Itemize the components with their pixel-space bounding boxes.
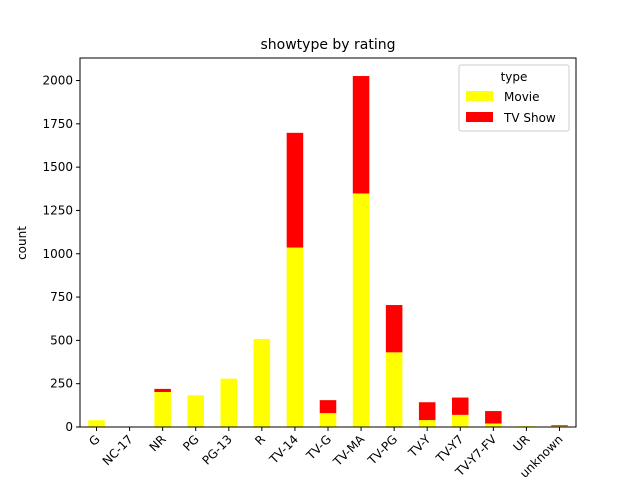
bar-tv-14-tv-show xyxy=(286,132,304,248)
bar-tv-g-tv-show xyxy=(319,400,337,414)
legend-swatch-movie xyxy=(466,91,493,101)
bar-tv-y-tv-show xyxy=(418,402,436,421)
bar-tv-g-movie xyxy=(319,413,337,427)
legend-title: type xyxy=(501,70,528,84)
bar-r-movie xyxy=(253,338,271,427)
y-axis: 0 250 500 750 1000 1250 1500 1750 2000 xyxy=(42,74,80,434)
x-tick-label: TV-Y xyxy=(405,432,434,461)
bar-pg-movie xyxy=(187,395,204,427)
y-tick-label: 1000 xyxy=(42,247,73,261)
y-tick-label: 0 xyxy=(65,420,73,434)
y-tick-label: 500 xyxy=(50,333,73,347)
y-tick-label: 1250 xyxy=(42,203,73,217)
x-tick-label: NC-17 xyxy=(100,432,136,468)
bar-nr-tv-show xyxy=(154,388,171,393)
y-tick-label: 1500 xyxy=(42,160,73,174)
y-tick-label: 750 xyxy=(50,290,73,304)
y-tick-label: 2000 xyxy=(42,74,73,88)
chart-title: showtype by rating xyxy=(260,37,395,53)
bar-tv-y-movie xyxy=(418,420,436,427)
legend-label-movie: Movie xyxy=(504,90,540,104)
bar-tv-y7-fv-tv-show xyxy=(485,411,502,424)
bar-tv-14-movie xyxy=(286,247,304,427)
bar-pg-13-movie xyxy=(220,378,238,427)
bar-tv-pg-tv-show xyxy=(385,305,403,353)
legend: type Movie TV Show xyxy=(458,64,570,132)
y-tick-label: 1750 xyxy=(42,117,73,131)
bar-tv-ma-movie xyxy=(352,193,370,427)
x-tick-label: G xyxy=(86,432,102,448)
bar-tv-ma-tv-show xyxy=(352,76,370,194)
x-tick-label: TV-14 xyxy=(266,432,301,467)
x-tick-label: PG xyxy=(180,432,202,454)
x-tick-label: R xyxy=(252,432,268,448)
x-tick-label: PG-13 xyxy=(199,432,234,467)
x-tick-label: TV-G xyxy=(303,432,334,463)
x-tick-label: NR xyxy=(147,432,169,454)
y-axis-label: count xyxy=(15,226,29,260)
y-tick-label: 250 xyxy=(50,377,73,391)
bar-tv-y7-tv-show xyxy=(452,397,469,415)
bar-tv-y7-movie xyxy=(452,414,469,427)
legend-swatch-tv-show xyxy=(466,112,493,122)
bars-group xyxy=(88,76,568,427)
bar-nr-movie xyxy=(154,392,171,427)
bar-tv-pg-movie xyxy=(385,352,403,427)
bar-unknown-tv-show xyxy=(551,425,568,427)
legend-label-tv-show: TV Show xyxy=(503,111,556,125)
x-tick-label: TV-MA xyxy=(330,432,368,470)
x-tick-label: TV-PG xyxy=(364,432,400,468)
bar-tv-y7-fv-movie xyxy=(485,423,502,427)
x-tick-label: UR xyxy=(511,432,533,454)
plot-frame xyxy=(79,57,577,428)
legend-items: Movie TV Show xyxy=(466,90,556,125)
bar-g-movie xyxy=(88,420,105,427)
